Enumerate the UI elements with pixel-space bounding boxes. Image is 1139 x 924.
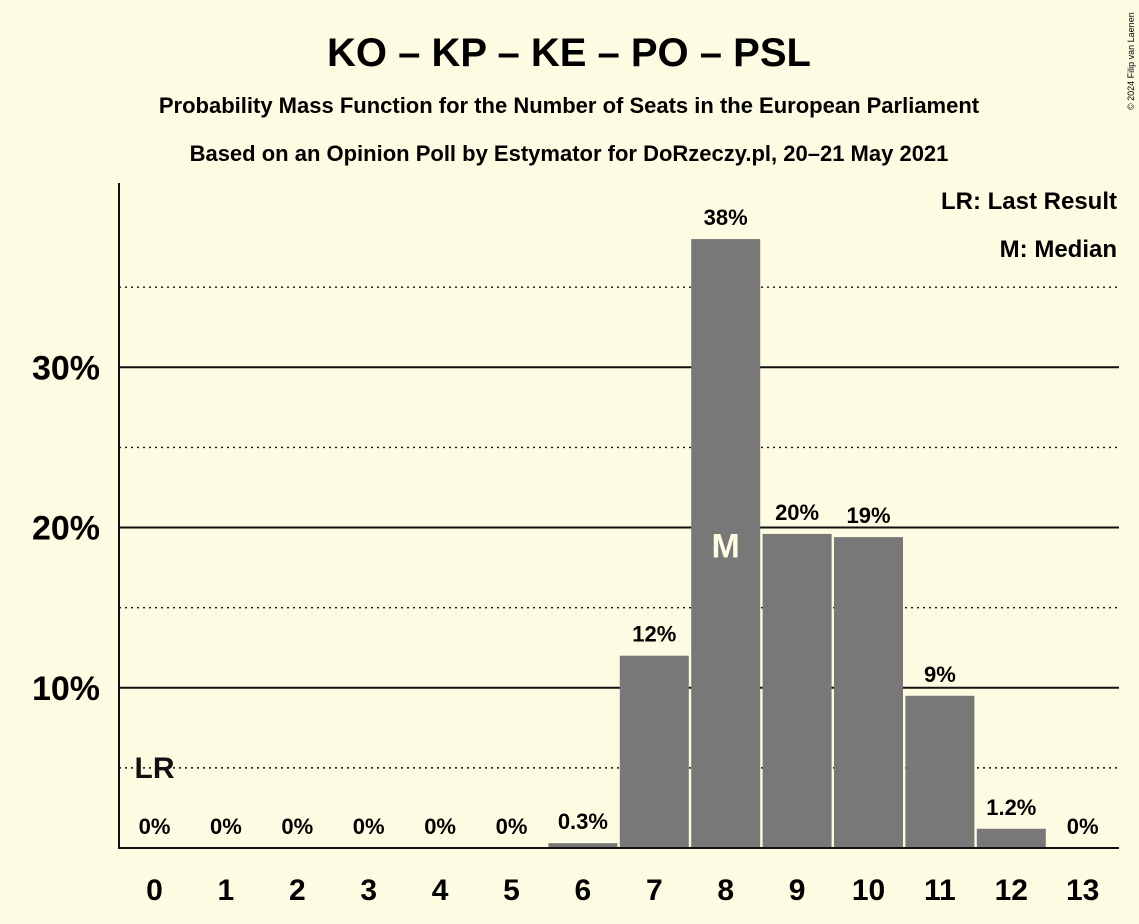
- data-label: 38%: [704, 205, 748, 230]
- median-marker: M: [712, 528, 740, 566]
- data-label: 0%: [496, 814, 528, 839]
- data-label: 19%: [846, 503, 890, 528]
- legend-last-result: LR: Last Result: [941, 188, 1117, 215]
- x-tick-label: 13: [1066, 874, 1099, 907]
- x-tick-label: 1: [218, 874, 235, 907]
- x-tick-label: 3: [360, 874, 377, 907]
- copyright-note: © 2024 Filip van Laenen: [1126, 12, 1136, 110]
- y-tick-label: 10%: [32, 670, 100, 708]
- x-tick-label: 9: [789, 874, 806, 907]
- bar: [691, 239, 761, 848]
- data-label: 0%: [1067, 814, 1099, 839]
- data-label: 9%: [924, 662, 956, 687]
- data-label: 1.2%: [986, 795, 1036, 820]
- y-tick-label: 20%: [32, 510, 100, 548]
- chart-subtitle-2: Based on an Opinion Poll by Estymator fo…: [190, 141, 949, 166]
- x-tick-label: 7: [646, 874, 663, 907]
- x-tick-label: 8: [717, 874, 734, 907]
- x-tick-labels: 0 1 2 3 4 5 6 7 8 9 10 11 12 13: [146, 874, 1099, 907]
- x-tick-label: 2: [289, 874, 306, 907]
- x-tick-label: 4: [432, 874, 449, 907]
- x-tick-label: 5: [503, 874, 520, 907]
- y-tick-label: 30%: [32, 349, 100, 387]
- x-tick-label: 6: [575, 874, 592, 907]
- data-label: 0%: [210, 814, 242, 839]
- y-tick-labels: 10% 20% 30%: [32, 349, 100, 707]
- data-label: 0%: [424, 814, 456, 839]
- bars: [548, 239, 1046, 848]
- data-label: 0%: [353, 814, 385, 839]
- x-tick-label: 12: [995, 874, 1028, 907]
- x-tick-label: 11: [924, 874, 956, 907]
- chart-title: KO – KP – KE – PO – PSL: [327, 31, 811, 75]
- data-label: 20%: [775, 500, 819, 525]
- x-tick-label: 0: [146, 874, 163, 907]
- data-labels: 0% LR 0% 0% 0% 0% 0% 0.3% 12% 38% M 20% 19% 9% 1.2% 0%: [135, 205, 1099, 839]
- data-label: 0%: [139, 814, 171, 839]
- bar: [762, 533, 832, 848]
- bar: [905, 695, 975, 848]
- x-tick-label: 10: [852, 874, 885, 907]
- data-label: 12%: [632, 622, 676, 647]
- bar: [548, 843, 618, 848]
- bar: [834, 537, 903, 848]
- data-label: 0%: [281, 814, 313, 839]
- bar: [976, 828, 1046, 848]
- chart-subtitle-1: Probability Mass Function for the Number…: [159, 93, 980, 118]
- gridlines: [119, 286, 1119, 769]
- data-label: 0.3%: [558, 809, 608, 834]
- last-result-marker: LR: [135, 752, 175, 785]
- bar: [619, 655, 689, 848]
- legend-median: M: Median: [1000, 236, 1117, 263]
